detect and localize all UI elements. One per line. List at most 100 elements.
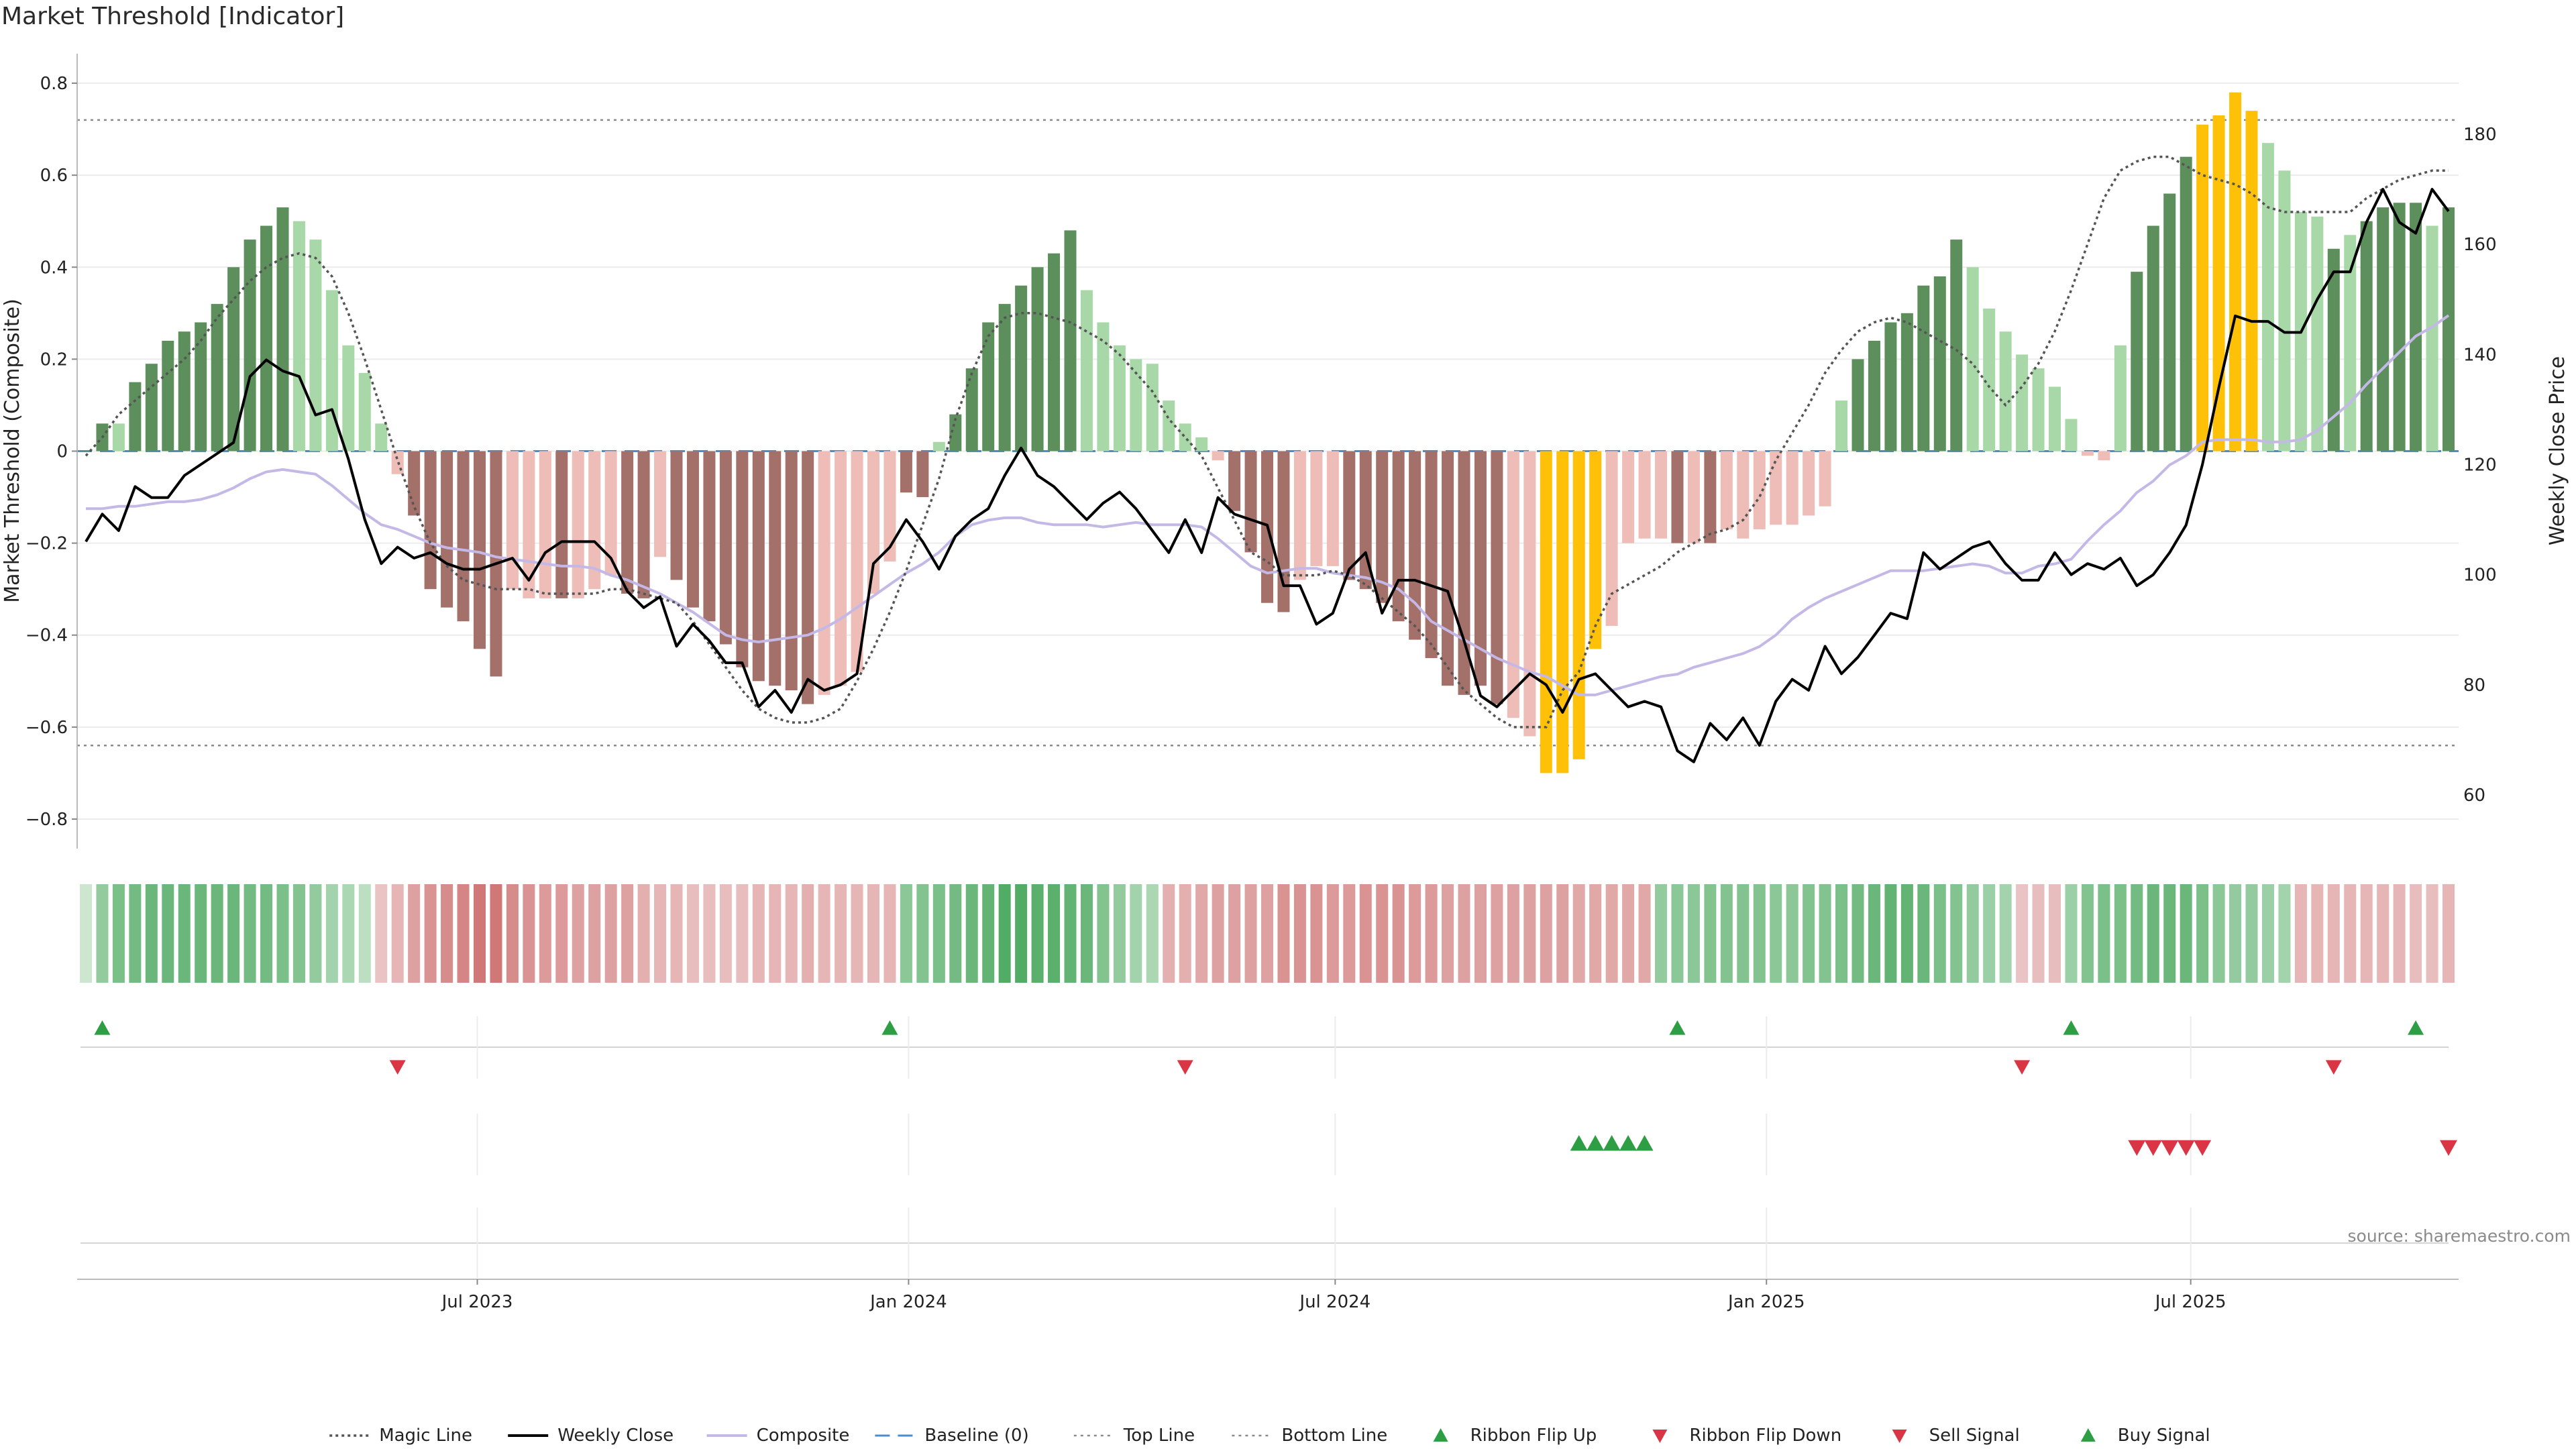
composite-bar <box>2114 345 2127 451</box>
ribbon-cell <box>1786 884 1799 983</box>
buy-signal-marker <box>1619 1135 1638 1151</box>
ribbon-cell <box>2360 884 2373 983</box>
composite-bar <box>555 451 568 598</box>
ribbon-cell <box>637 884 650 983</box>
ribbon-cell <box>802 884 814 983</box>
ribbon-cell <box>2229 884 2242 983</box>
ribbon-cell <box>424 884 437 983</box>
ribbon-cell <box>309 884 322 983</box>
composite-bar <box>244 239 256 451</box>
legend-item: Top Line <box>1073 1426 1195 1446</box>
legend-swatch <box>1892 1430 1907 1443</box>
composite-line <box>86 314 2450 696</box>
sell-signal-marker <box>2177 1140 2195 1156</box>
chart-title: Market Threshold [Indicator] <box>1 3 345 30</box>
composite-bar <box>2212 115 2225 451</box>
legend-item: Baseline (0) <box>875 1426 1029 1446</box>
legend-label: Composite <box>757 1426 850 1446</box>
composite-bar <box>1983 308 1996 451</box>
composite-bar <box>2311 216 2324 451</box>
sell-signal-marker <box>2128 1140 2146 1156</box>
source-note: source: sharemaestro.com <box>2347 1226 2571 1246</box>
composite-bar <box>358 372 371 451</box>
ribbon-cell <box>1163 884 1175 983</box>
ribbon-cell <box>1819 884 1831 983</box>
ribbon-cell <box>2212 884 2225 983</box>
ribbon-cell <box>1474 884 1487 983</box>
ribbon-cell <box>998 884 1011 983</box>
ribbon-cell <box>1917 884 1930 983</box>
series-lines <box>85 155 2450 763</box>
ribbon-cell <box>2114 884 2127 983</box>
composite-bar <box>2163 193 2176 451</box>
composite-bar <box>2016 354 2029 451</box>
ribbon-cell <box>1195 884 1208 983</box>
ribbon-cell <box>703 884 716 983</box>
ribbon-cell <box>506 884 519 983</box>
ribbon-cell <box>1310 884 1323 983</box>
composite-bar <box>408 451 421 516</box>
legend-item: Bottom Line <box>1232 1426 1387 1446</box>
composite-bar <box>2443 207 2455 451</box>
composite-bar <box>195 322 207 451</box>
ribbon-cell <box>883 884 896 983</box>
ribbon-cell <box>244 884 256 983</box>
ribbon-cell <box>1130 884 1142 983</box>
ribbon-cell <box>785 884 798 983</box>
ribbon-cell <box>949 884 962 983</box>
composite-bar <box>1064 230 1077 451</box>
composite-bar <box>1720 451 1733 530</box>
composite-bar <box>2098 451 2110 461</box>
composite-bar <box>2180 156 2192 451</box>
composite-bar <box>375 423 388 451</box>
composite-bar <box>1704 451 1717 543</box>
ribbon-cell <box>2147 884 2159 983</box>
legend-item: Ribbon Flip Up <box>1433 1426 1597 1446</box>
composite-bar <box>719 451 732 645</box>
ribbon-cell <box>1080 884 1093 983</box>
ribbon-cell <box>1835 884 1848 983</box>
composite-bar <box>457 451 470 622</box>
y-tick-label-left: −0.4 <box>25 626 68 646</box>
composite-bar <box>2377 207 2390 451</box>
legend-item: Composite <box>706 1426 850 1446</box>
y-tick-label-right: 60 <box>2463 786 2485 806</box>
weekly-close-line <box>85 188 2450 763</box>
legend-swatch <box>1652 1430 1668 1443</box>
composite-bar <box>1884 322 1897 451</box>
y-tick-label-right: 120 <box>2463 455 2497 475</box>
ribbon-cell <box>982 884 995 983</box>
ribbon-cell <box>1605 884 1618 983</box>
ribbon-cell <box>1638 884 1651 983</box>
composite-bar <box>80 451 92 452</box>
composite-bars <box>80 92 2455 773</box>
composite-bar <box>637 451 650 598</box>
composite-bar <box>1212 451 1224 461</box>
composite-bar <box>1376 451 1389 603</box>
ribbon-flip-up-marker <box>1669 1020 1686 1035</box>
ribbon-flip-down-marker <box>1177 1060 1193 1075</box>
ribbon-cell <box>2065 884 2078 983</box>
composite-bar <box>621 451 634 594</box>
composite-bar <box>867 451 879 594</box>
ribbon-cell <box>96 884 109 983</box>
ribbon-cell <box>2294 884 2307 983</box>
ribbon-cell <box>1851 884 1864 983</box>
composite-bar <box>2261 143 2274 451</box>
composite-bar <box>1130 359 1142 451</box>
composite-bar <box>1277 451 1290 612</box>
ribbon-cell <box>2049 884 2061 983</box>
ribbon-cell <box>1523 884 1536 983</box>
ribbon-cell <box>1950 884 1963 983</box>
ribbon-cell <box>654 884 667 983</box>
composite-bar <box>1080 290 1093 451</box>
ribbon-cell <box>80 884 92 983</box>
x-axis: Jul 2023 Jan 2024 Jul 2024 Jan 2025 Jul 2025 <box>77 1279 2459 1312</box>
ribbon-strip <box>80 884 2455 983</box>
composite-bar <box>227 267 240 451</box>
legend-swatch <box>1433 1428 1448 1442</box>
ribbon-cell <box>1671 884 1684 983</box>
composite-bar <box>1556 451 1569 773</box>
composite-bar <box>2032 368 2045 451</box>
